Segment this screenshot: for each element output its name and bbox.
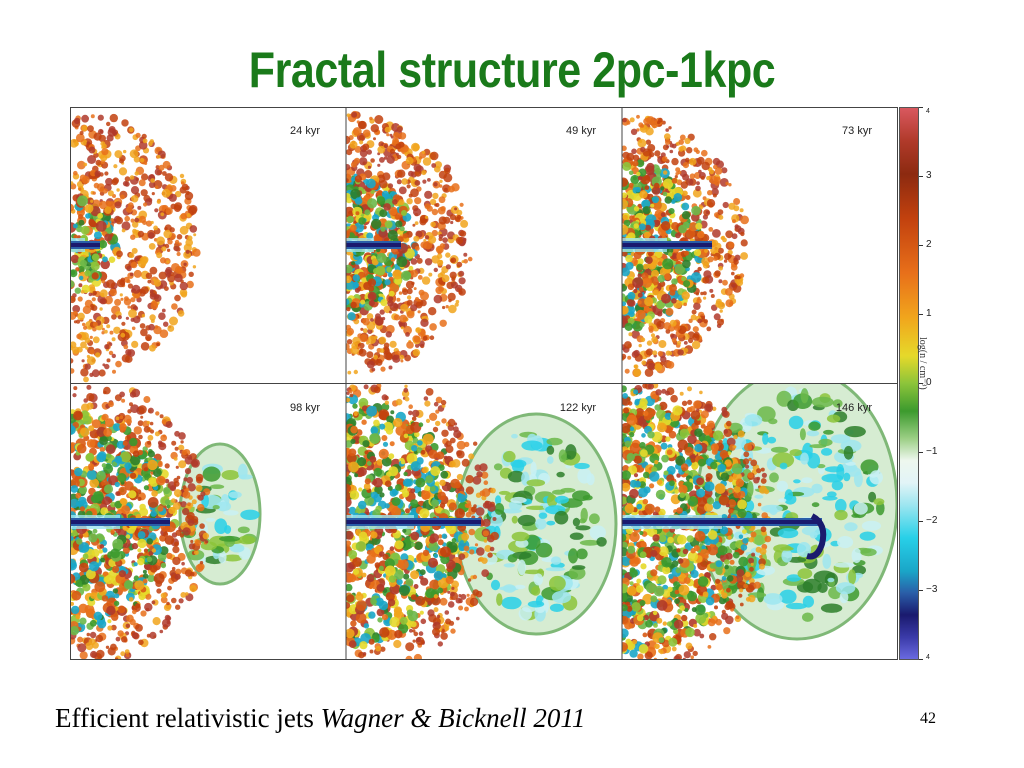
density-map [622, 114, 749, 378]
time-label: 98 kyr [290, 402, 320, 414]
slide-title: Fractal structure 2pc-1kpc [248, 42, 776, 98]
density-map [70, 384, 262, 660]
colorbar [899, 107, 919, 660]
simulation-panel: 98 kyr [70, 384, 346, 660]
density-map [622, 384, 898, 660]
colorbar-tick-mark [919, 383, 923, 384]
simulation-panel: 122 kyr [346, 384, 622, 660]
colorbar-tick-mark [919, 590, 923, 591]
colorbar-tick-mark [919, 176, 923, 177]
page-number: 42 [920, 710, 936, 727]
colorbar-tick-mark [919, 659, 923, 660]
colorbar-tick-mark [919, 452, 923, 453]
simulation-panel: 49 kyr [346, 107, 622, 383]
density-map [346, 110, 473, 375]
caption-text: Efficient relativistic jets [55, 703, 321, 733]
time-label: 146 kyr [835, 402, 872, 414]
time-label: 24 kyr [290, 125, 320, 137]
simulation-panel: 73 kyr [622, 107, 898, 383]
simulation-panel: 146 kyr [622, 384, 898, 660]
caption: Efficient relativistic jets Wagner & Bic… [55, 703, 585, 734]
colorbar-label: log(n / cm⁻³) [917, 337, 928, 390]
colorbar-tick-mark [919, 107, 923, 108]
density-map [70, 113, 201, 383]
colorbar-tick-mark [919, 521, 923, 522]
colorbar-tick-label: 3 [926, 170, 932, 181]
colorbar-tick-label: 2 [926, 239, 932, 250]
time-label: 122 kyr [559, 402, 596, 414]
colorbar-tick-label: 4 [926, 108, 930, 115]
colorbar-tick-mark [919, 314, 923, 315]
simulation-panel: 24 kyr [70, 107, 346, 383]
colorbar-tick-label: 1 [926, 308, 932, 319]
colorbar-tick-mark [919, 245, 923, 246]
colorbar-tick-label: −1 [926, 446, 938, 457]
colorbar-tick-label: 0 [926, 377, 932, 388]
panel-grid: 24 kyr 49 kyr 73 kyr 98 kyr 122 kyr 146 … [70, 107, 898, 660]
colorbar-tick-label: −2 [926, 515, 938, 526]
colorbar-tick-label: 4 [926, 654, 930, 661]
simulation-figure: 24 kyr 49 kyr 73 kyr 98 kyr 122 kyr 146 … [70, 107, 960, 661]
time-label: 49 kyr [566, 125, 596, 137]
density-map [346, 384, 618, 660]
caption-reference: Wagner & Bicknell 2011 [320, 703, 586, 733]
time-label: 73 kyr [842, 125, 872, 137]
colorbar-tick-label: −3 [926, 584, 938, 595]
